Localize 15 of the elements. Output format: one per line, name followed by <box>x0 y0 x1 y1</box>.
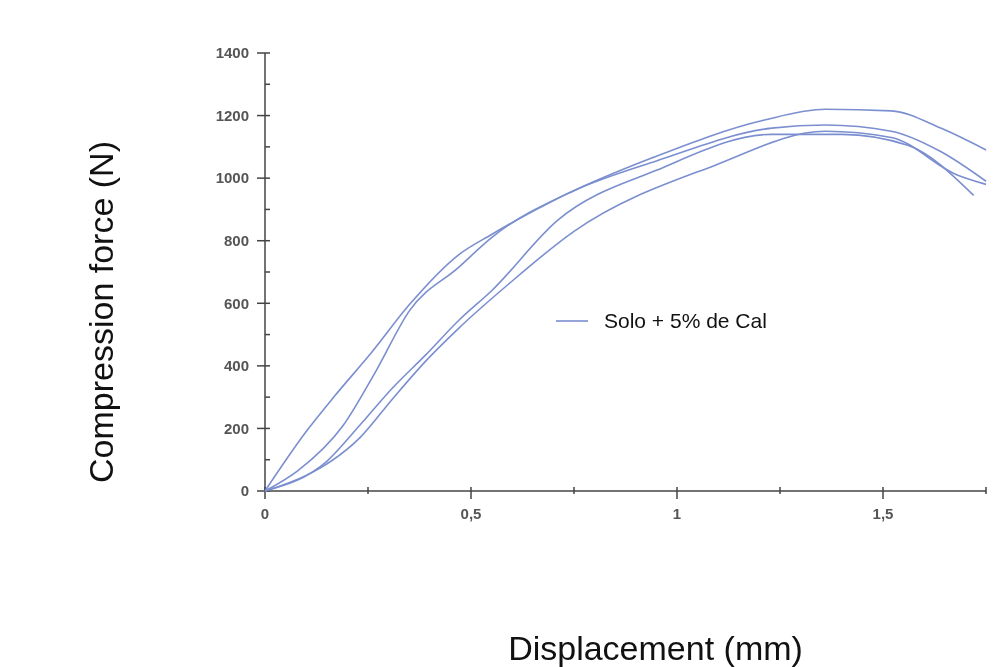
legend-label: Solo + 5% de Cal <box>604 309 767 333</box>
y-tick-label: 400 <box>223 357 249 375</box>
x-tick-label: 0 <box>260 505 270 522</box>
x-tick-label: 1 <box>672 505 682 522</box>
y-tick-label: 1400 <box>215 44 249 62</box>
y-tick-label: 0 <box>240 482 249 500</box>
x-tick-label: 0,5 <box>460 505 482 522</box>
y-tick-label: 200 <box>223 419 249 437</box>
y-axis-title: Compression force (N) <box>82 141 120 483</box>
y-tick-label: 1200 <box>215 106 249 124</box>
y-tick-label: 1000 <box>215 169 249 187</box>
y-tick-label: 600 <box>223 294 249 312</box>
x-tick-label: 1,5 <box>872 505 894 522</box>
x-axis-title: Displacement (mm) <box>508 629 803 667</box>
y-tick-label: 800 <box>223 231 249 249</box>
